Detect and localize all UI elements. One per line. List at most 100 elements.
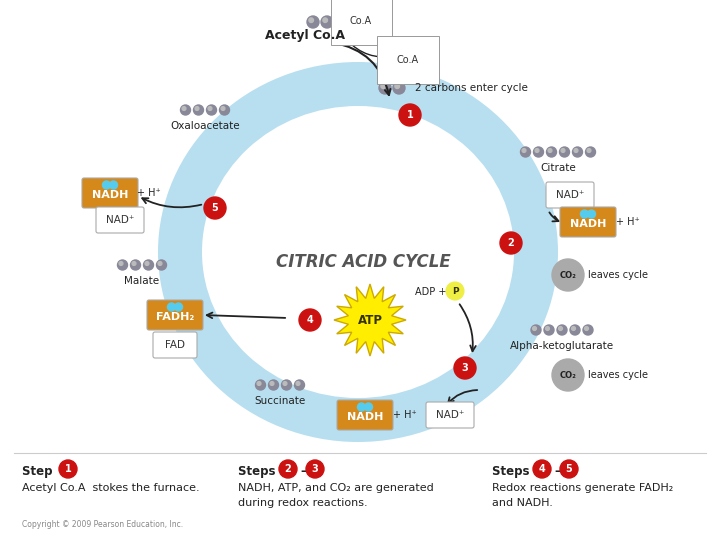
- Text: Step: Step: [22, 465, 57, 478]
- Circle shape: [588, 210, 595, 218]
- Circle shape: [548, 148, 552, 152]
- Text: 2 carbons enter cycle: 2 carbons enter cycle: [415, 83, 528, 93]
- Text: Acetyl Co.A  stokes the furnace.: Acetyl Co.A stokes the furnace.: [22, 483, 199, 493]
- Circle shape: [546, 147, 557, 157]
- Text: P: P: [451, 287, 459, 295]
- Circle shape: [570, 325, 580, 335]
- FancyBboxPatch shape: [82, 178, 138, 208]
- Text: Copyright © 2009 Pearson Education, Inc.: Copyright © 2009 Pearson Education, Inc.: [22, 520, 183, 529]
- Circle shape: [130, 260, 140, 270]
- Circle shape: [158, 261, 162, 265]
- Circle shape: [102, 181, 110, 189]
- Circle shape: [207, 105, 217, 115]
- Text: CO₂: CO₂: [559, 271, 577, 280]
- Text: Co.A: Co.A: [350, 16, 372, 26]
- Text: NAD⁺: NAD⁺: [556, 190, 584, 200]
- Circle shape: [574, 148, 578, 152]
- Circle shape: [299, 309, 321, 331]
- FancyBboxPatch shape: [426, 402, 474, 428]
- Text: Co.A: Co.A: [397, 55, 419, 65]
- Circle shape: [321, 16, 333, 28]
- Text: Oxaloacetate: Oxaloacetate: [170, 121, 240, 131]
- Circle shape: [395, 84, 400, 89]
- Circle shape: [552, 359, 584, 391]
- Circle shape: [119, 261, 123, 265]
- Circle shape: [454, 357, 476, 379]
- Circle shape: [534, 147, 544, 157]
- Text: Malate: Malate: [125, 276, 160, 286]
- Circle shape: [500, 232, 522, 254]
- Circle shape: [307, 16, 319, 28]
- Circle shape: [364, 403, 372, 411]
- Circle shape: [208, 106, 212, 110]
- Circle shape: [552, 259, 584, 291]
- Circle shape: [561, 148, 565, 152]
- Text: 1: 1: [65, 464, 71, 474]
- Text: 4: 4: [307, 315, 313, 325]
- Circle shape: [535, 148, 539, 152]
- Circle shape: [117, 260, 127, 270]
- Text: CITRIC ACID CYCLE: CITRIC ACID CYCLE: [276, 253, 451, 271]
- Circle shape: [557, 325, 567, 335]
- Circle shape: [256, 380, 266, 390]
- Text: –: –: [300, 465, 306, 478]
- Ellipse shape: [158, 62, 558, 442]
- Circle shape: [283, 382, 287, 386]
- Text: Succinate: Succinate: [254, 396, 305, 406]
- Text: Citrate: Citrate: [540, 163, 576, 173]
- Text: + H⁺: + H⁺: [616, 217, 640, 227]
- Text: FADH₂: FADH₂: [156, 312, 194, 322]
- Text: 3: 3: [462, 363, 469, 373]
- Text: ATP: ATP: [358, 314, 382, 327]
- Circle shape: [282, 380, 292, 390]
- Text: –: –: [554, 465, 560, 478]
- Circle shape: [587, 148, 591, 152]
- Circle shape: [145, 261, 149, 265]
- Circle shape: [174, 303, 182, 311]
- Circle shape: [544, 325, 554, 335]
- Circle shape: [270, 382, 274, 386]
- Circle shape: [381, 84, 385, 89]
- Circle shape: [580, 210, 588, 218]
- Text: + H⁺: + H⁺: [393, 410, 417, 420]
- Text: NAD⁺: NAD⁺: [436, 410, 464, 420]
- Text: during redox reactions.: during redox reactions.: [238, 498, 368, 508]
- Circle shape: [143, 260, 153, 270]
- Circle shape: [156, 260, 166, 270]
- Circle shape: [195, 106, 199, 110]
- Text: NADH: NADH: [570, 219, 606, 229]
- Text: + H⁺: + H⁺: [137, 188, 161, 198]
- Circle shape: [358, 403, 366, 411]
- Circle shape: [446, 282, 464, 300]
- Circle shape: [533, 327, 536, 330]
- Circle shape: [181, 105, 191, 115]
- Circle shape: [585, 327, 588, 330]
- Circle shape: [572, 327, 575, 330]
- Text: 1: 1: [407, 110, 413, 120]
- Circle shape: [572, 147, 582, 157]
- Circle shape: [379, 82, 391, 94]
- Circle shape: [182, 106, 186, 110]
- Circle shape: [294, 380, 305, 390]
- Text: 5: 5: [566, 464, 572, 474]
- Circle shape: [168, 303, 176, 311]
- Circle shape: [279, 460, 297, 478]
- Polygon shape: [334, 284, 406, 356]
- Circle shape: [309, 18, 313, 23]
- FancyBboxPatch shape: [153, 332, 197, 358]
- Circle shape: [533, 460, 551, 478]
- Text: FAD: FAD: [165, 340, 185, 350]
- Text: Acetyl Co.A: Acetyl Co.A: [265, 30, 345, 43]
- Text: NADH: NADH: [92, 190, 128, 200]
- Text: NADH: NADH: [347, 412, 383, 422]
- FancyBboxPatch shape: [337, 400, 393, 430]
- Circle shape: [559, 327, 562, 330]
- Circle shape: [306, 460, 324, 478]
- Text: 4: 4: [539, 464, 545, 474]
- Ellipse shape: [202, 106, 514, 398]
- Text: ADP +: ADP +: [415, 287, 449, 297]
- Circle shape: [257, 382, 261, 386]
- FancyBboxPatch shape: [546, 182, 594, 208]
- Circle shape: [393, 82, 405, 94]
- Circle shape: [132, 261, 136, 265]
